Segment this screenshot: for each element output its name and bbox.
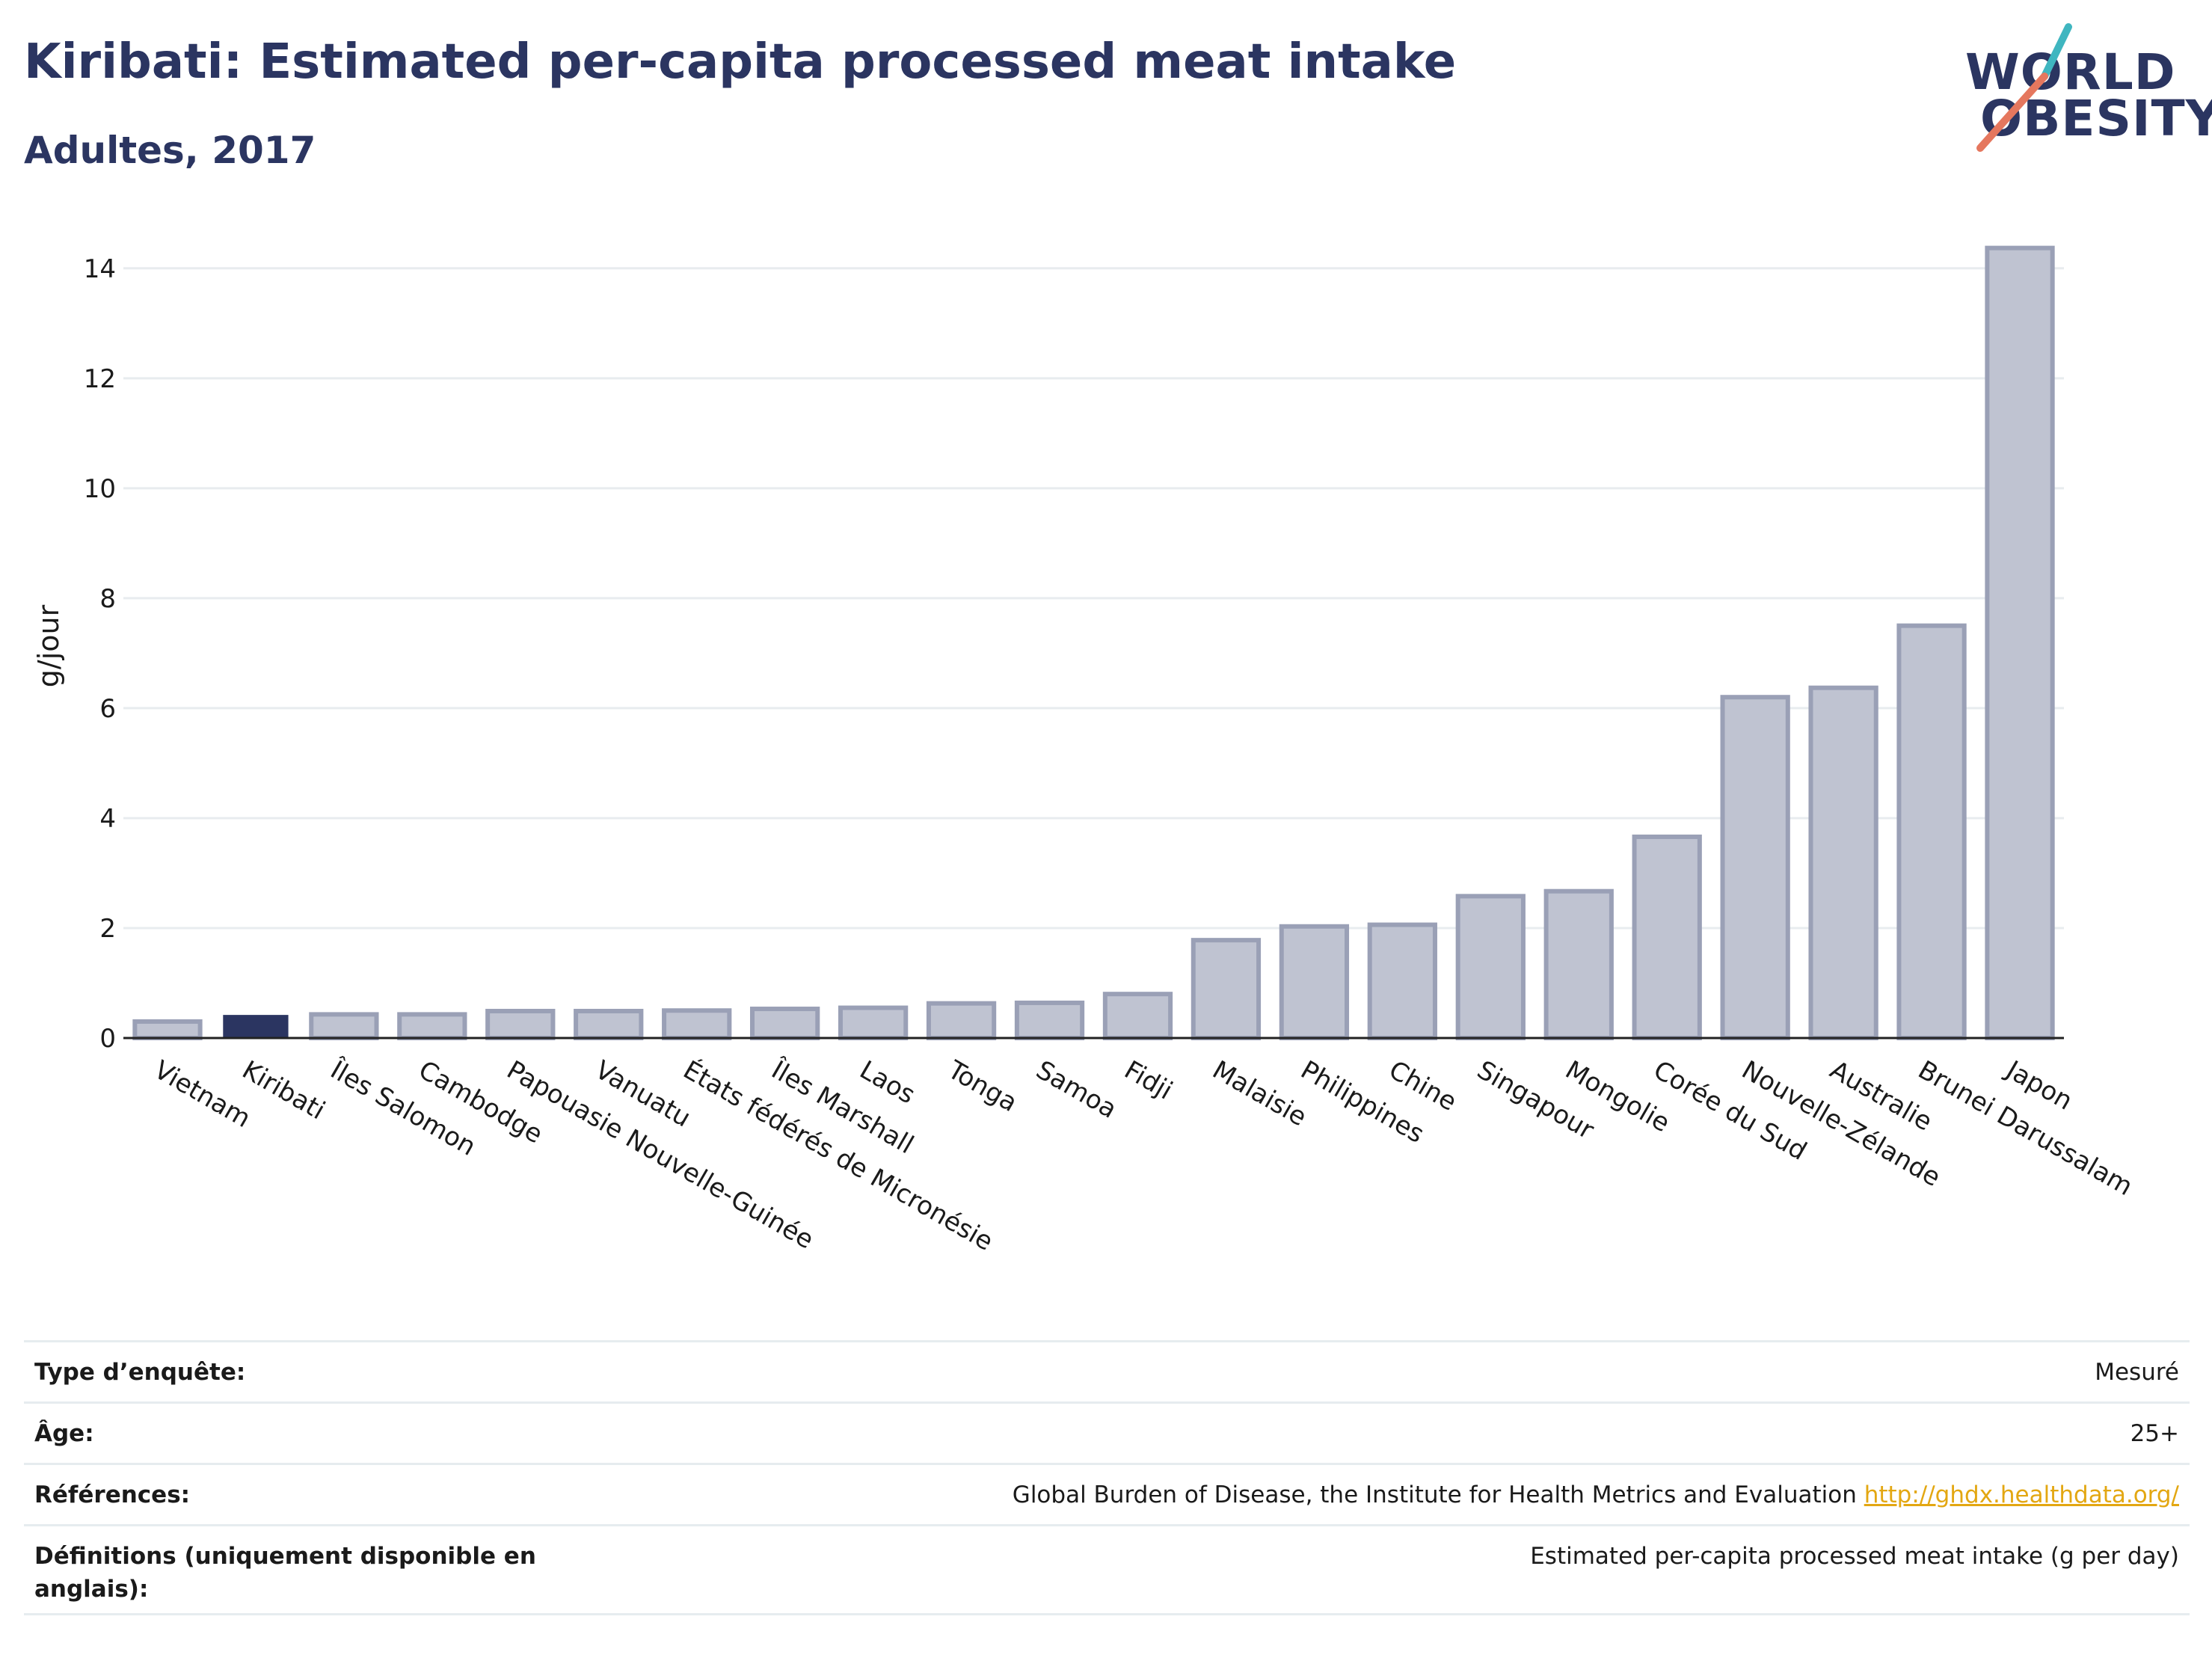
bar-tonga: [926, 1001, 997, 1041]
info-value: Estimated per-capita processed meat inta…: [1530, 1543, 2179, 1570]
info-value: 25+: [2130, 1419, 2179, 1447]
reference-text: Global Burden of Disease, the Institute …: [1012, 1481, 1857, 1508]
info-value: Mesuré: [2095, 1358, 2179, 1386]
info-label: Type d’enquête:: [34, 1358, 246, 1386]
bar-laos: [838, 1005, 909, 1041]
bar-singapour: [1455, 894, 1526, 1041]
info-value: Global Burden of Disease, the Institute …: [1013, 1479, 2190, 1511]
y-axis-title: g/jour: [32, 604, 65, 687]
reference-link[interactable]: http://ghdx.healthdata.org/: [1864, 1481, 2179, 1508]
bar-vietnam: [132, 1019, 203, 1040]
logo-text-world: WORLD: [1965, 43, 2176, 101]
bar-samoa: [1014, 1000, 1085, 1040]
y-tick-label: 10: [84, 474, 116, 504]
x-tick-label: Papouasie Nouvelle-Guinée: [502, 1055, 819, 1256]
logo-slash-icon: [1976, 23, 2072, 152]
chart-subtitle: Adultes, 2017: [24, 129, 316, 172]
bar-australie: [1808, 685, 1878, 1040]
bar-mongolie: [1543, 888, 1614, 1041]
info-label: Références:: [34, 1481, 191, 1508]
y-tick-label: 4: [99, 804, 116, 834]
x-tick-label: Tonga: [942, 1054, 1022, 1118]
bar-philippines: [1279, 924, 1350, 1041]
bar-brunei-darussalam: [1896, 623, 1967, 1040]
x-tick-label: Fidji: [1119, 1055, 1178, 1106]
bar-japon: [1985, 245, 2055, 1040]
bar--tats-f-d-r-s-de-micron-sie: [662, 1008, 732, 1041]
world-obesity-logo: WORLD OBESITY: [1958, 22, 2212, 157]
info-row-definitions: Définitions (uniquement disponible en an…: [24, 1524, 2190, 1615]
bar-vanuatu: [574, 1008, 644, 1041]
bar-fidji: [1102, 992, 1173, 1041]
y-tick-label: 12: [84, 364, 116, 394]
bar--les-salomon: [309, 1012, 379, 1040]
info-table: Type d’enquête: Mesuré Âge: 25+ Référenc…: [24, 1340, 2190, 1615]
chart-title: Kiribati: Estimated per-capita processed…: [24, 34, 1457, 90]
info-row-age: Âge: 25+: [24, 1401, 2190, 1463]
info-row-survey-type: Type d’enquête: Mesuré: [24, 1340, 2190, 1401]
x-tick-label: Malaisie: [1208, 1055, 1312, 1133]
x-tick-label: Samoa: [1031, 1055, 1122, 1125]
bar-kiribati: [223, 1015, 289, 1038]
x-tick-label: Îles Salomon: [325, 1054, 481, 1162]
y-tick-label: 6: [99, 694, 116, 724]
y-tick-label: 8: [99, 584, 116, 614]
y-tick-label: 0: [99, 1024, 116, 1054]
info-row-references: Références: Global Burden of Disease, th…: [24, 1463, 2190, 1524]
bars: [132, 245, 2055, 1041]
info-label: Âge:: [34, 1419, 94, 1447]
bar-malaisie: [1191, 938, 1262, 1040]
y-tick-label: 14: [84, 254, 116, 284]
bar--les-marshall: [750, 1007, 820, 1041]
info-label: Définitions (uniquement disponible en an…: [34, 1543, 536, 1603]
bar-papouasie-nouvelle-guin-e: [485, 1008, 556, 1041]
bar-chine: [1367, 922, 1437, 1040]
y-tick-label: 2: [99, 914, 116, 944]
x-tick-label: Vietnam: [149, 1055, 256, 1134]
bar-nouvelle-z-lande: [1720, 695, 1790, 1040]
bar-cambodge: [397, 1012, 467, 1040]
bar-cor-e-du-sud: [1632, 834, 1702, 1040]
x-tick-label: Laos: [855, 1055, 921, 1111]
